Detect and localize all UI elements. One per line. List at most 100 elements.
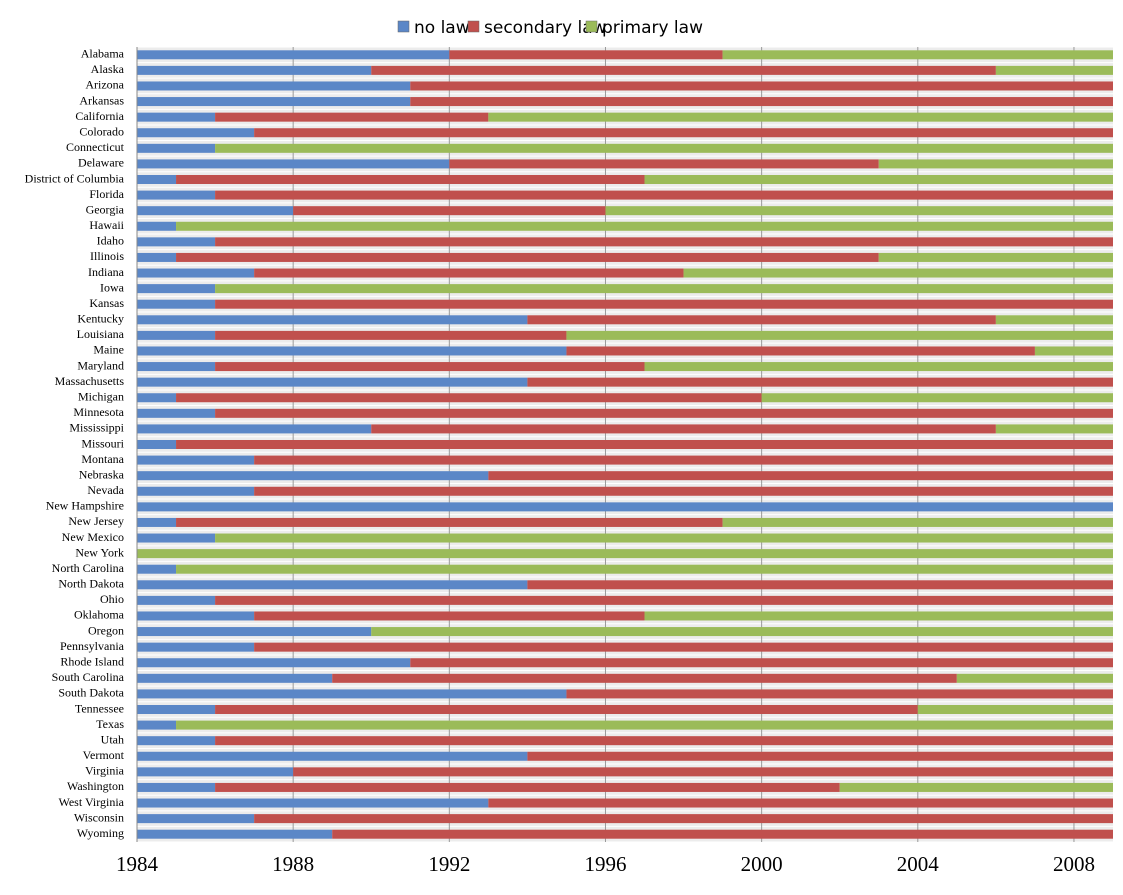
bar-segment — [137, 424, 372, 434]
bar-segment — [566, 689, 1113, 699]
bar-segment — [137, 486, 255, 496]
bar-segment — [332, 673, 957, 683]
y-tick-label: Kentucky — [77, 312, 124, 326]
y-tick-label: Rhode Island — [60, 654, 124, 668]
bar-segment — [839, 782, 1113, 792]
y-tick-label: Ohio — [100, 592, 124, 606]
y-tick-label: New Jersey — [68, 514, 124, 528]
bar-segment — [176, 517, 723, 527]
bar-segment — [527, 580, 1113, 590]
bar-segment — [137, 408, 216, 418]
bar-segment — [878, 252, 1113, 262]
bar-segment — [527, 377, 1113, 387]
bar-segment — [137, 81, 411, 91]
bar-segment — [215, 736, 1113, 746]
bar-segment — [878, 159, 1113, 169]
bar-segment — [995, 315, 1113, 325]
y-tick-label: Nebraska — [79, 467, 125, 481]
bar-segment — [137, 829, 333, 839]
bar-segment — [137, 206, 294, 216]
y-tick-label: Maryland — [77, 358, 124, 372]
y-tick-label: Colorado — [79, 124, 124, 138]
bar-segment — [410, 81, 1113, 91]
bar-segment — [137, 471, 489, 481]
bar-segment — [215, 705, 918, 714]
bar-segment — [137, 642, 255, 652]
y-tick-label: South Carolina — [52, 670, 125, 684]
y-tick-label: Iowa — [100, 280, 125, 294]
bar-segment — [995, 65, 1113, 75]
bar-segment — [215, 595, 1113, 605]
bar-segment — [1034, 346, 1113, 356]
bar-segment — [215, 408, 1113, 418]
legend-swatch — [467, 20, 480, 33]
bar-segment — [137, 50, 450, 60]
y-tick-label: New Hampshire — [46, 499, 124, 513]
bar-segment — [137, 751, 528, 761]
y-tick-label: Vermont — [83, 748, 125, 762]
bar-segment — [995, 424, 1113, 434]
bar-segment — [449, 159, 879, 169]
bar-segment — [527, 315, 996, 325]
bar-segment — [137, 377, 528, 387]
bar-segment — [137, 502, 1113, 512]
x-tick-label: 2000 — [741, 852, 783, 876]
bar-segment — [215, 362, 645, 372]
bar-segment — [254, 611, 645, 621]
bar-segment — [371, 627, 1113, 637]
bar-segment — [176, 175, 645, 184]
bar-segment — [761, 393, 1113, 403]
bar-segment — [644, 175, 1113, 184]
bar-segment — [137, 128, 255, 138]
bar-segment — [410, 658, 1113, 668]
bar-segment — [137, 190, 216, 200]
bar-segment — [956, 673, 1113, 683]
x-tick-label: 1984 — [116, 852, 159, 876]
bar-segment — [137, 814, 255, 824]
bar-segment — [566, 330, 1113, 340]
bar-segment — [137, 440, 177, 449]
bar-segment — [137, 767, 294, 777]
legend-label: no law — [414, 18, 470, 38]
y-tick-label: New York — [75, 545, 124, 559]
bar-segment — [332, 829, 1113, 839]
bar-segment — [137, 627, 372, 637]
bar-segment — [137, 720, 177, 730]
y-tick-label: Michigan — [78, 389, 124, 403]
bar-segment — [293, 206, 606, 216]
y-tick-label: Nevada — [87, 483, 124, 497]
bar-segment — [137, 595, 216, 605]
bar-segment — [215, 330, 567, 340]
bar-segment — [371, 65, 996, 75]
x-tick-label: 2008 — [1053, 852, 1095, 876]
bar-segment — [137, 362, 216, 372]
bar-segment — [137, 798, 489, 808]
y-tick-label: Arkansas — [79, 93, 124, 107]
bar-segment — [644, 611, 1113, 621]
bar-segment — [137, 175, 177, 184]
x-tick-label: 1992 — [428, 852, 470, 876]
bar-segment — [137, 673, 333, 683]
y-tick-label: Pennsylvania — [60, 639, 125, 653]
bar-segment — [215, 190, 1113, 200]
bar-segment — [722, 517, 1113, 527]
y-tick-label: Tennessee — [75, 701, 124, 715]
y-tick-label: New Mexico — [62, 530, 124, 544]
y-tick-label: Idaho — [97, 234, 124, 248]
bar-segment — [215, 284, 1113, 294]
bar-segment — [137, 580, 528, 590]
bar-segment — [293, 767, 1113, 777]
bar-segment — [722, 50, 1113, 60]
bar-segment — [488, 471, 1113, 481]
bar-segment — [917, 705, 1113, 714]
bar-segment — [137, 268, 255, 278]
y-tick-label: Virginia — [85, 764, 125, 778]
bar-segment — [137, 549, 1113, 559]
bar-segment — [137, 393, 177, 403]
y-tick-label: North Dakota — [58, 577, 124, 591]
y-tick-label: Illinois — [90, 249, 124, 263]
bar-segment — [137, 564, 177, 574]
bar-segment — [215, 143, 1113, 153]
y-tick-label: Delaware — [78, 156, 124, 170]
bar-segment — [683, 268, 1113, 278]
